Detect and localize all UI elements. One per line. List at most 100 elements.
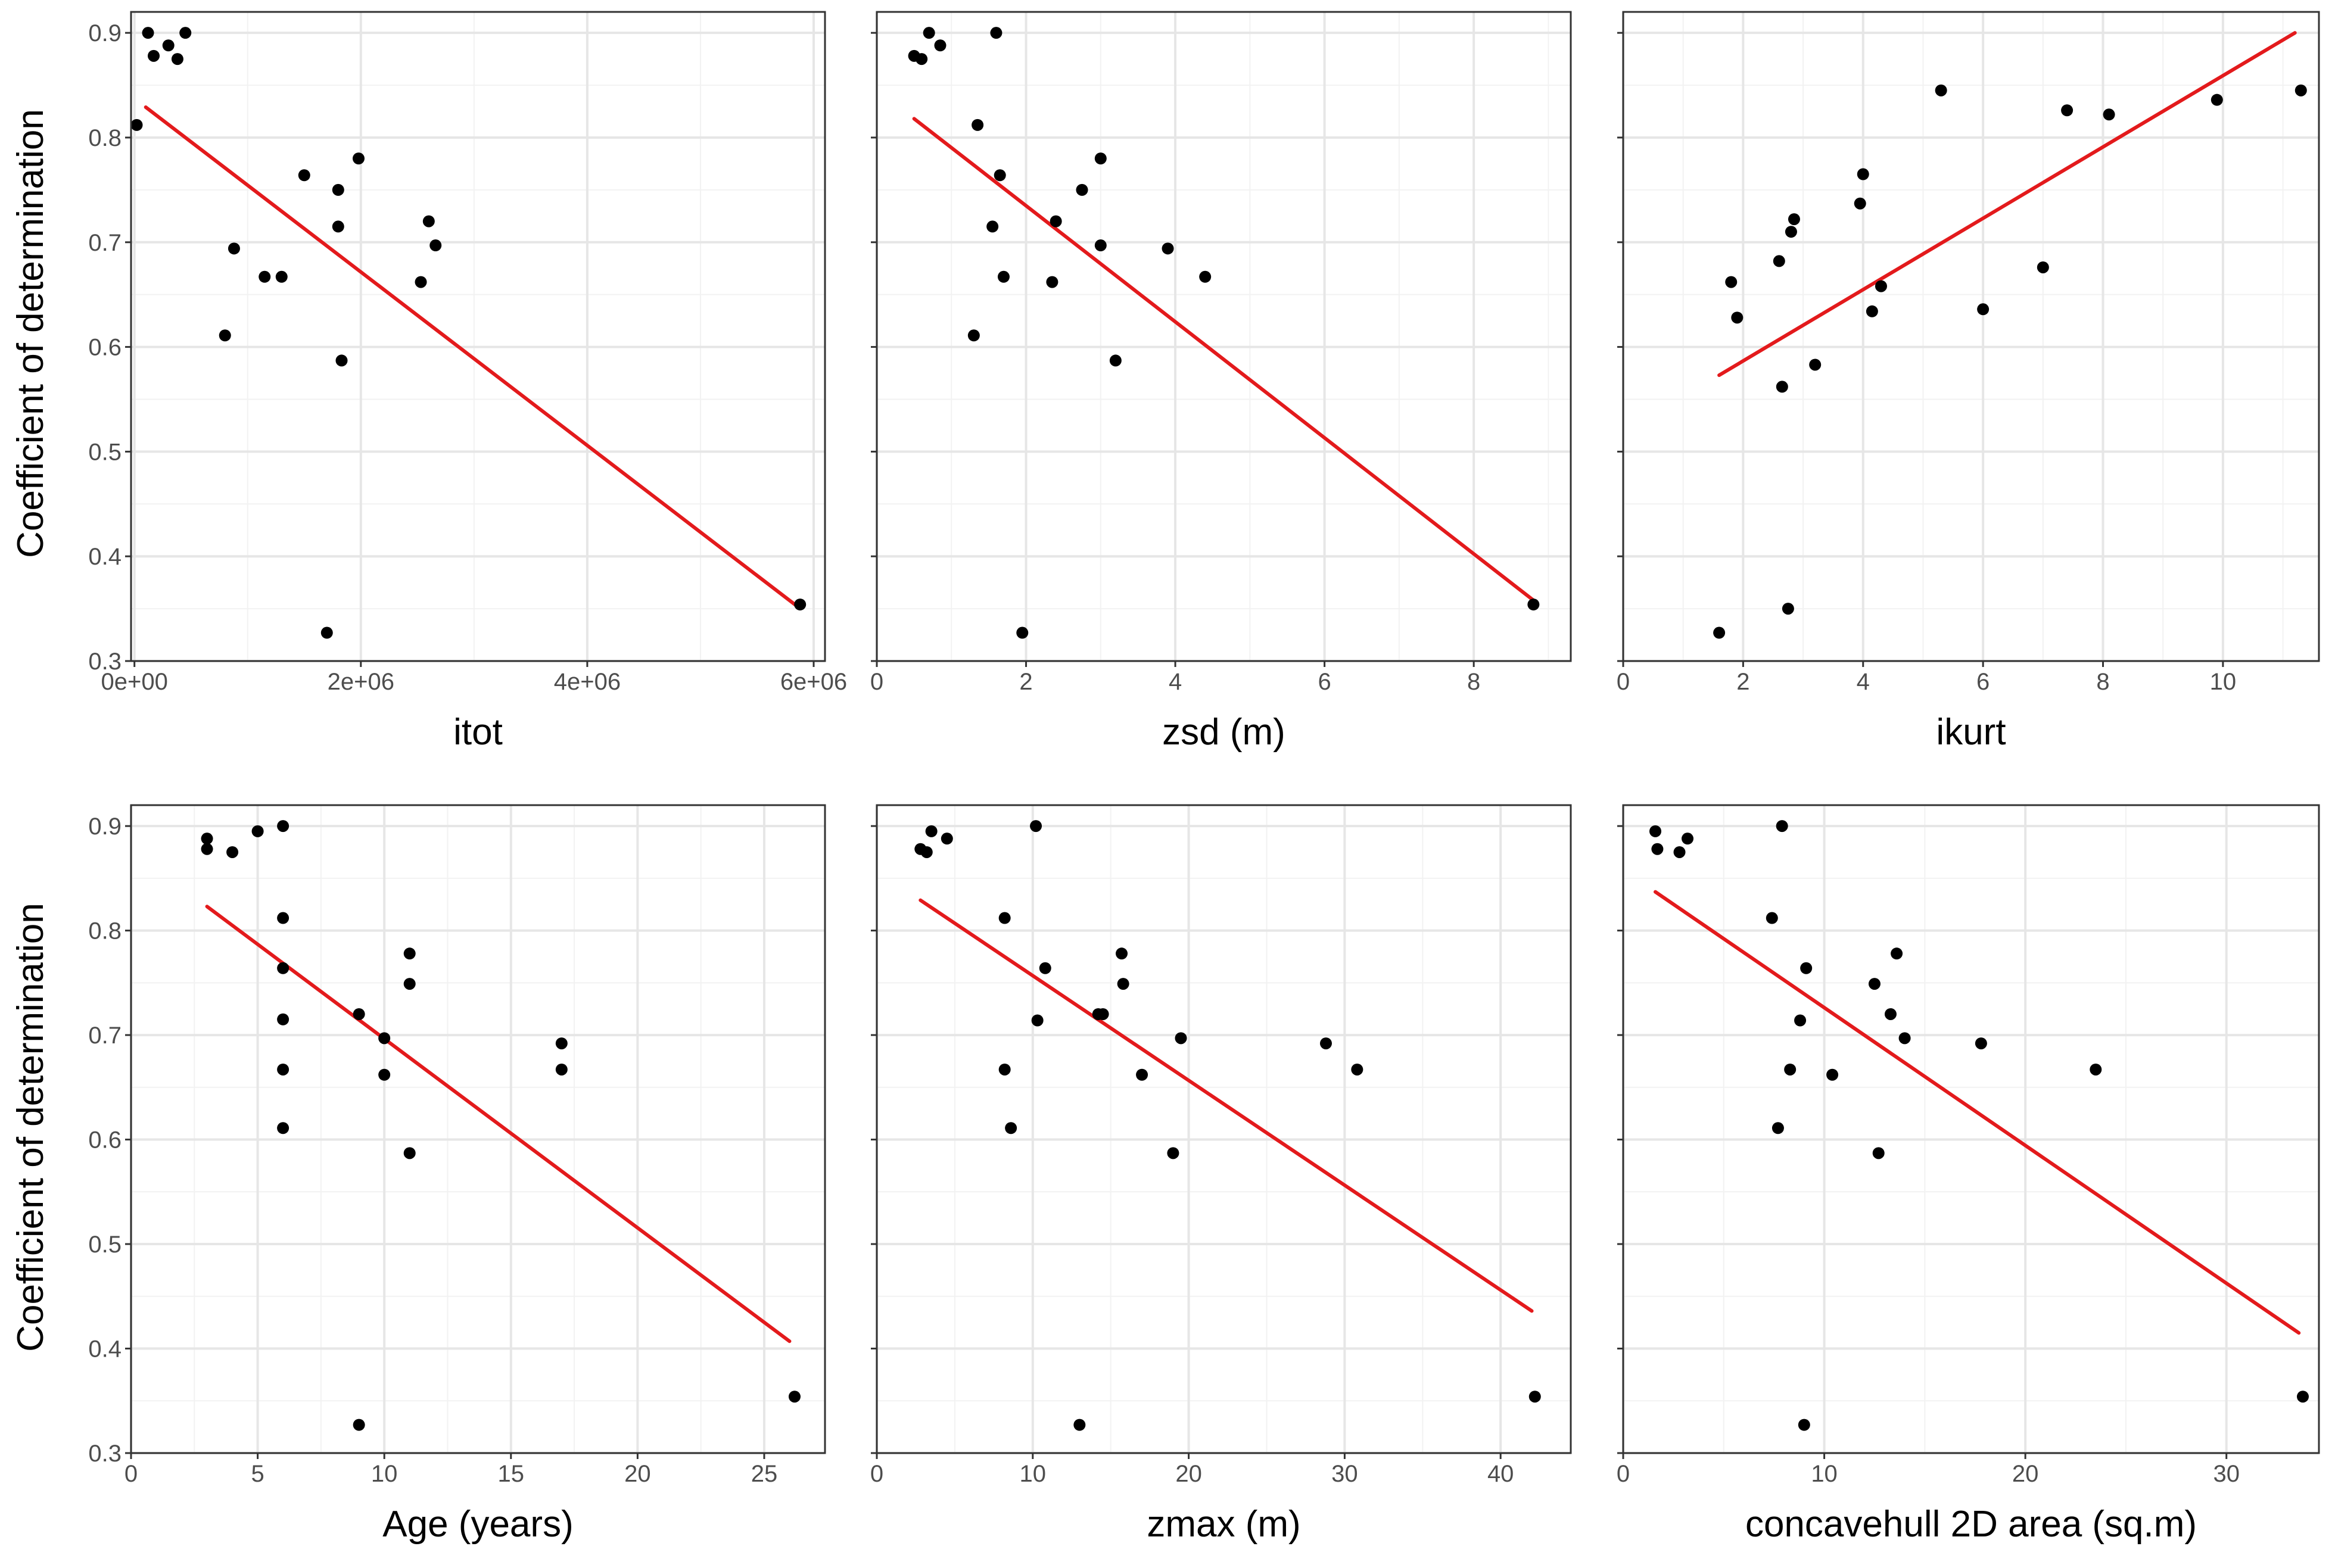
age-data-point	[378, 1032, 391, 1045]
zmax-x-tick-label: 30	[1331, 1461, 1358, 1487]
itot-data-point	[332, 183, 344, 196]
itot-data-point	[332, 220, 344, 233]
concavehull-area-data-point	[1766, 912, 1778, 924]
zsd-x-tick-label: 2	[1019, 669, 1032, 695]
zsd-data-point	[1050, 215, 1062, 227]
ikurt-data-point	[1809, 359, 1822, 371]
zmax-data-point	[1073, 1419, 1086, 1431]
age-data-point	[201, 833, 213, 845]
age-data-point	[201, 843, 213, 855]
age-plot-area	[131, 805, 825, 1453]
zsd-data-point	[1076, 183, 1088, 196]
concavehull-area-x-axis-title: concavehull 2D area (sq.m)	[1745, 1504, 2197, 1545]
y-axis-title-top: Coefficient of determination	[10, 109, 51, 558]
zsd-data-point	[1162, 242, 1174, 255]
ikurt-data-point	[2103, 108, 2115, 121]
zmax-data-point	[1039, 962, 1051, 974]
panel-concavehull-area: 0 10 20 30 concavehull 2D area (sq.m)	[1617, 804, 2320, 1545]
itot-data-point	[275, 270, 288, 283]
itot-data-point	[298, 169, 310, 182]
concavehull-area-data-point	[1868, 978, 1881, 990]
itot-x-tick-label: 6e+06	[780, 669, 847, 695]
ikurt-x-tick-label: 6	[1976, 669, 1990, 695]
itot-x-axis-title: itot	[453, 712, 503, 753]
age-data-point	[353, 1419, 365, 1431]
age-data-point	[555, 1037, 568, 1050]
age-data-point	[277, 912, 289, 924]
zmax-data-point	[1031, 1014, 1044, 1027]
age-x-tick-label: 25	[751, 1461, 778, 1487]
zsd-x-tick-label: 8	[1467, 669, 1480, 695]
zmax-data-point	[1167, 1147, 1179, 1159]
concavehull-area-data-point	[1776, 820, 1788, 833]
zmax-x-tick-label: 0	[870, 1461, 883, 1487]
zmax-data-point	[941, 833, 953, 845]
itot-data-point	[179, 27, 192, 39]
ikurt-data-point	[2211, 93, 2223, 106]
itot-data-point	[422, 215, 435, 227]
itot-data-point	[335, 354, 348, 367]
concavehull-area-data-point	[1772, 1122, 1784, 1134]
age-data-point	[353, 1008, 365, 1020]
ikurt-data-point	[1857, 168, 1869, 180]
zmax-data-point	[925, 825, 938, 837]
zmax-data-point	[1097, 1008, 1109, 1020]
itot-data-point	[259, 270, 271, 283]
age-data-point	[403, 1147, 416, 1159]
concavehull-area-plot-area	[1623, 805, 2319, 1453]
zsd-data-point	[1094, 152, 1107, 165]
zsd-data-point	[1109, 354, 1122, 367]
panel-ikurt: 0 2 4 6 8 10 ikurt	[1617, 11, 2320, 753]
ikurt-data-point	[2037, 261, 2049, 273]
zsd-plot-area	[877, 12, 1571, 661]
itot-y-tick-label: 0.4	[88, 544, 122, 570]
zmax-data-point	[1351, 1063, 1363, 1076]
ikurt-data-point	[1782, 603, 1794, 615]
zmax-data-point	[1528, 1391, 1541, 1403]
concavehull-area-data-point	[1872, 1147, 1885, 1159]
zmax-data-point	[1005, 1122, 1017, 1134]
age-data-point	[226, 846, 239, 858]
zmax-fit-line	[919, 898, 1534, 1313]
concavehull-area-data-point	[1891, 947, 1903, 960]
concavehull-area-data-point	[1898, 1032, 1911, 1045]
age-data-point	[555, 1063, 568, 1076]
zsd-fit-line	[912, 117, 1536, 603]
age-data-point	[277, 820, 289, 833]
panel-zsd: 0 2 4 6 8 zsd (m)	[870, 11, 1572, 753]
age-x-tick-label: 10	[371, 1461, 398, 1487]
itot-data-point	[130, 119, 143, 131]
itot-x-tick-label: 2e+06	[328, 669, 394, 695]
zsd-data-point	[967, 329, 980, 342]
ikurt-data-point	[1788, 213, 1800, 226]
itot-y-tick-label: 0.7	[88, 230, 122, 256]
age-x-tick-label: 15	[498, 1461, 525, 1487]
concavehull-area-data-point	[2090, 1063, 2102, 1076]
ikurt-data-point	[1866, 305, 1878, 317]
concavehull-area-data-point	[1682, 833, 1694, 845]
ikurt-panel-border	[1622, 11, 2320, 662]
itot-data-point	[228, 242, 240, 255]
age-y-tick-label: 0.7	[88, 1023, 122, 1049]
ikurt-data-point	[1776, 381, 1788, 393]
zmax-plot-area	[877, 805, 1571, 1453]
age-data-point	[277, 1063, 289, 1076]
ikurt-data-point	[2294, 84, 2307, 96]
zsd-data-point	[994, 169, 1006, 182]
itot-data-point	[415, 276, 427, 288]
age-data-point	[788, 1391, 801, 1403]
itot-y-tick-label: 0.5	[88, 439, 122, 465]
concavehull-area-data-point	[1798, 1419, 1810, 1431]
concavehull-area-data-point	[1884, 1008, 1897, 1020]
concavehull-area-data-point	[1673, 846, 1686, 858]
itot-panel-border	[130, 11, 826, 662]
zmax-x-tick-label: 10	[1020, 1461, 1047, 1487]
zmax-data-point	[998, 912, 1011, 924]
concavehull-area-data-point	[1794, 1014, 1807, 1027]
itot-data-point	[148, 49, 160, 62]
itot-data-point	[162, 39, 175, 52]
zmax-x-tick-label: 40	[1487, 1461, 1514, 1487]
ikurt-plot-area	[1623, 12, 2319, 661]
itot-data-point	[142, 27, 154, 39]
itot-plot-area	[131, 12, 825, 661]
